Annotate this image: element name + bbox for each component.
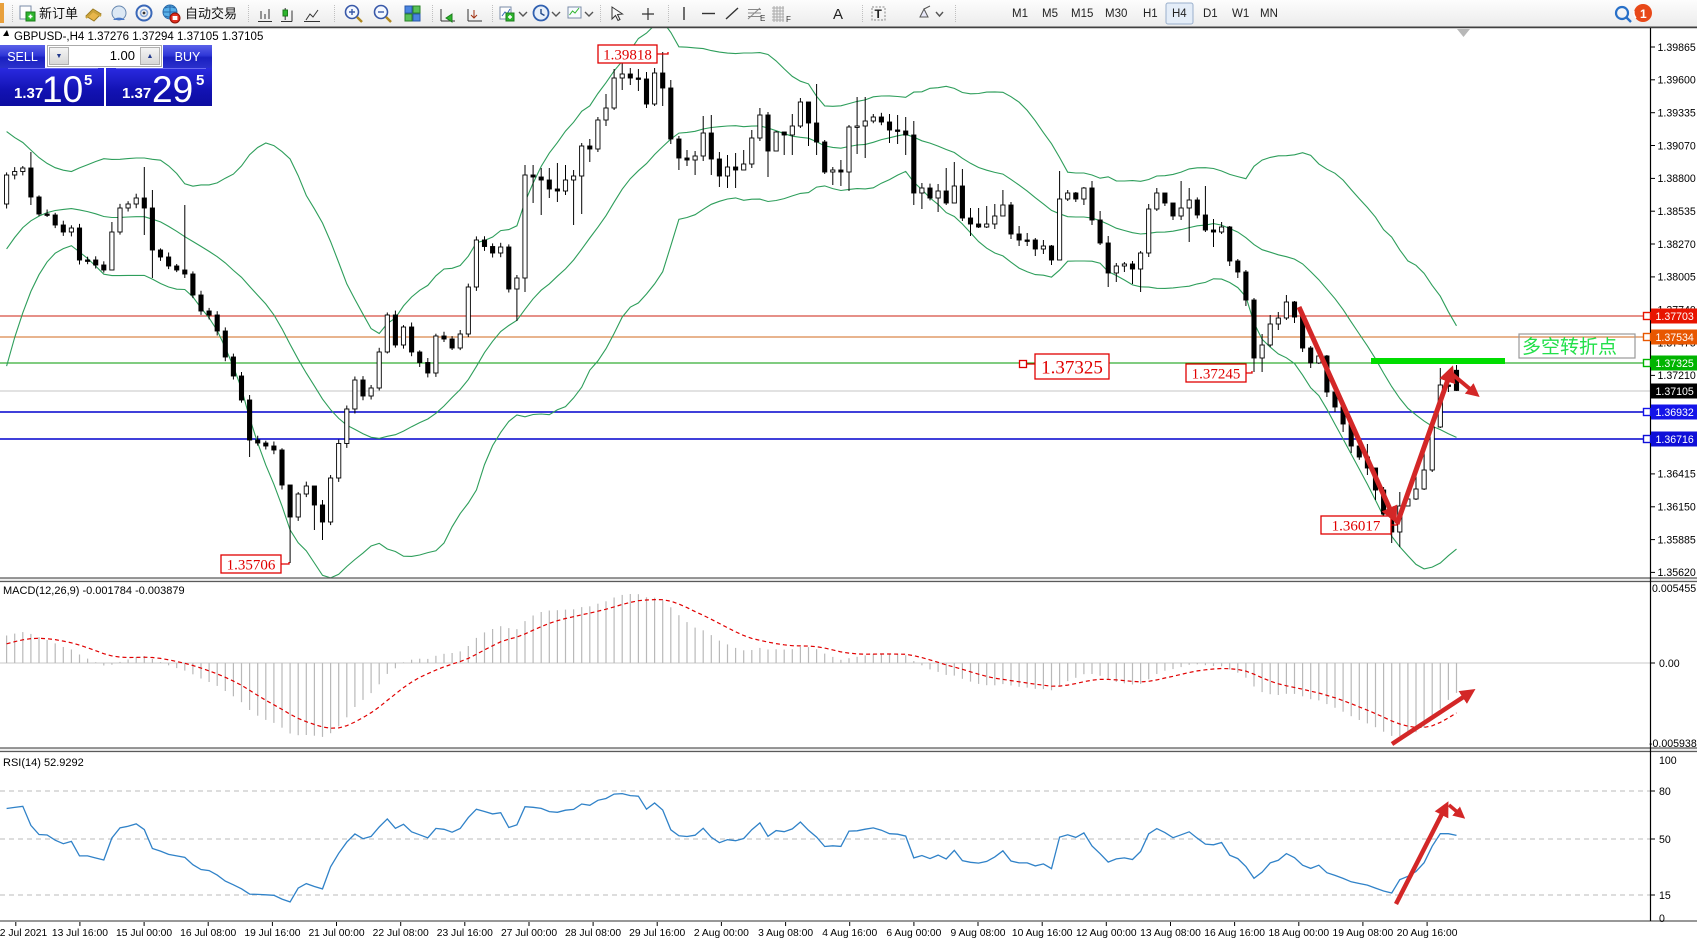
- svg-text:自动交易: 自动交易: [185, 6, 237, 21]
- svg-text:1.36932: 1.36932: [1656, 407, 1694, 419]
- svg-text:1.37210: 1.37210: [1658, 370, 1696, 382]
- svg-text:18 Aug 00:00: 18 Aug 00:00: [1268, 928, 1329, 939]
- svg-text:M1: M1: [1012, 8, 1028, 20]
- svg-text:1.38005: 1.38005: [1658, 272, 1696, 284]
- svg-text:MACD(12,26,9) -0.001784 -0.003: MACD(12,26,9) -0.001784 -0.003879: [3, 585, 185, 597]
- svg-text:6 Aug 00:00: 6 Aug 00:00: [886, 928, 941, 939]
- svg-text:W1: W1: [1232, 8, 1249, 20]
- svg-text:M15: M15: [1071, 8, 1093, 20]
- svg-text:1.36716: 1.36716: [1656, 434, 1694, 446]
- svg-text:9 Aug 08:00: 9 Aug 08:00: [951, 928, 1006, 939]
- svg-text:19 Aug 08:00: 19 Aug 08:00: [1333, 928, 1394, 939]
- svg-text:16 Jul 08:00: 16 Jul 08:00: [180, 928, 236, 939]
- svg-text:23 Jul 16:00: 23 Jul 16:00: [437, 928, 493, 939]
- svg-text:1.39335: 1.39335: [1658, 108, 1696, 120]
- svg-text:12 Aug 00:00: 12 Aug 00:00: [1076, 928, 1137, 939]
- svg-text:1.37325: 1.37325: [1656, 358, 1694, 370]
- svg-text:22 Jul 08:00: 22 Jul 08:00: [373, 928, 429, 939]
- svg-text:GBPUSD-,H4 1.37276 1.37294 1.: GBPUSD-,H4 1.37276 1.37294 1.37105 1.371…: [14, 31, 263, 43]
- svg-text:16 Aug 16:00: 16 Aug 16:00: [1204, 928, 1265, 939]
- svg-text:4 Aug 16:00: 4 Aug 16:00: [822, 928, 877, 939]
- svg-text:1.35706: 1.35706: [227, 557, 276, 573]
- svg-text:M30: M30: [1105, 8, 1127, 20]
- svg-text:F: F: [786, 15, 791, 24]
- svg-text:MN: MN: [1260, 8, 1278, 20]
- svg-text:H4: H4: [1172, 8, 1187, 20]
- svg-text:1.36415: 1.36415: [1658, 469, 1696, 481]
- svg-text:1.37534: 1.37534: [1656, 332, 1694, 344]
- svg-text:新订单: 新订单: [39, 6, 78, 21]
- svg-text:100: 100: [1659, 755, 1677, 767]
- svg-text:15 Jul 00:00: 15 Jul 00:00: [116, 928, 172, 939]
- svg-text:13 Aug 08:00: 13 Aug 08:00: [1140, 928, 1201, 939]
- svg-text:19 Jul 16:00: 19 Jul 16:00: [244, 928, 300, 939]
- svg-text:1.37105: 1.37105: [1656, 386, 1694, 398]
- svg-text:1.37245: 1.37245: [1192, 366, 1241, 382]
- svg-text:20 Aug 16:00: 20 Aug 16:00: [1397, 928, 1458, 939]
- svg-text:A: A: [833, 6, 843, 23]
- svg-text:1.35620: 1.35620: [1658, 567, 1696, 579]
- svg-text:2 Aug 00:00: 2 Aug 00:00: [694, 928, 749, 939]
- svg-text:T: T: [875, 7, 883, 21]
- svg-text:M5: M5: [1042, 8, 1058, 20]
- svg-text:80: 80: [1659, 786, 1671, 798]
- svg-text:0.00: 0.00: [1659, 658, 1680, 670]
- svg-text:D1: D1: [1203, 8, 1218, 20]
- svg-text:3 Aug 08:00: 3 Aug 08:00: [758, 928, 813, 939]
- svg-text:1.39818: 1.39818: [603, 47, 652, 63]
- svg-text:1.39600: 1.39600: [1658, 75, 1696, 87]
- svg-text:1.36150: 1.36150: [1658, 502, 1696, 514]
- svg-text:-0.005938: -0.005938: [1649, 738, 1697, 750]
- svg-text:21 Jul 00:00: 21 Jul 00:00: [308, 928, 364, 939]
- svg-text:1.36017: 1.36017: [1332, 518, 1381, 534]
- svg-text:E: E: [760, 14, 765, 23]
- svg-text:1.38270: 1.38270: [1658, 239, 1696, 251]
- svg-text:15: 15: [1659, 890, 1671, 902]
- svg-text:1.38535: 1.38535: [1658, 206, 1696, 218]
- svg-text:1.38800: 1.38800: [1658, 173, 1696, 185]
- svg-text:50: 50: [1659, 834, 1671, 846]
- svg-text:29 Jul 16:00: 29 Jul 16:00: [629, 928, 685, 939]
- svg-text:0.005455: 0.005455: [1652, 583, 1696, 595]
- svg-text:H1: H1: [1143, 8, 1158, 20]
- svg-text:RSI(14) 52.9292: RSI(14) 52.9292: [3, 757, 84, 769]
- svg-text:13 Jul 16:00: 13 Jul 16:00: [52, 928, 108, 939]
- svg-text:1.39865: 1.39865: [1658, 42, 1696, 54]
- svg-text:28 Jul 08:00: 28 Jul 08:00: [565, 928, 621, 939]
- svg-text:10 Aug 16:00: 10 Aug 16:00: [1012, 928, 1073, 939]
- svg-text:1.37703: 1.37703: [1656, 311, 1694, 323]
- svg-text:1.37325: 1.37325: [1041, 357, 1103, 378]
- svg-text:27 Jul 00:00: 27 Jul 00:00: [501, 928, 557, 939]
- svg-text:1.39070: 1.39070: [1658, 140, 1696, 152]
- svg-text:12 Jul 2021: 12 Jul 2021: [0, 928, 48, 939]
- svg-text:0: 0: [1659, 913, 1665, 925]
- svg-text:1.35885: 1.35885: [1658, 534, 1696, 546]
- svg-text:多空转折点: 多空转折点: [1522, 336, 1617, 358]
- svg-text:1: 1: [1640, 7, 1647, 21]
